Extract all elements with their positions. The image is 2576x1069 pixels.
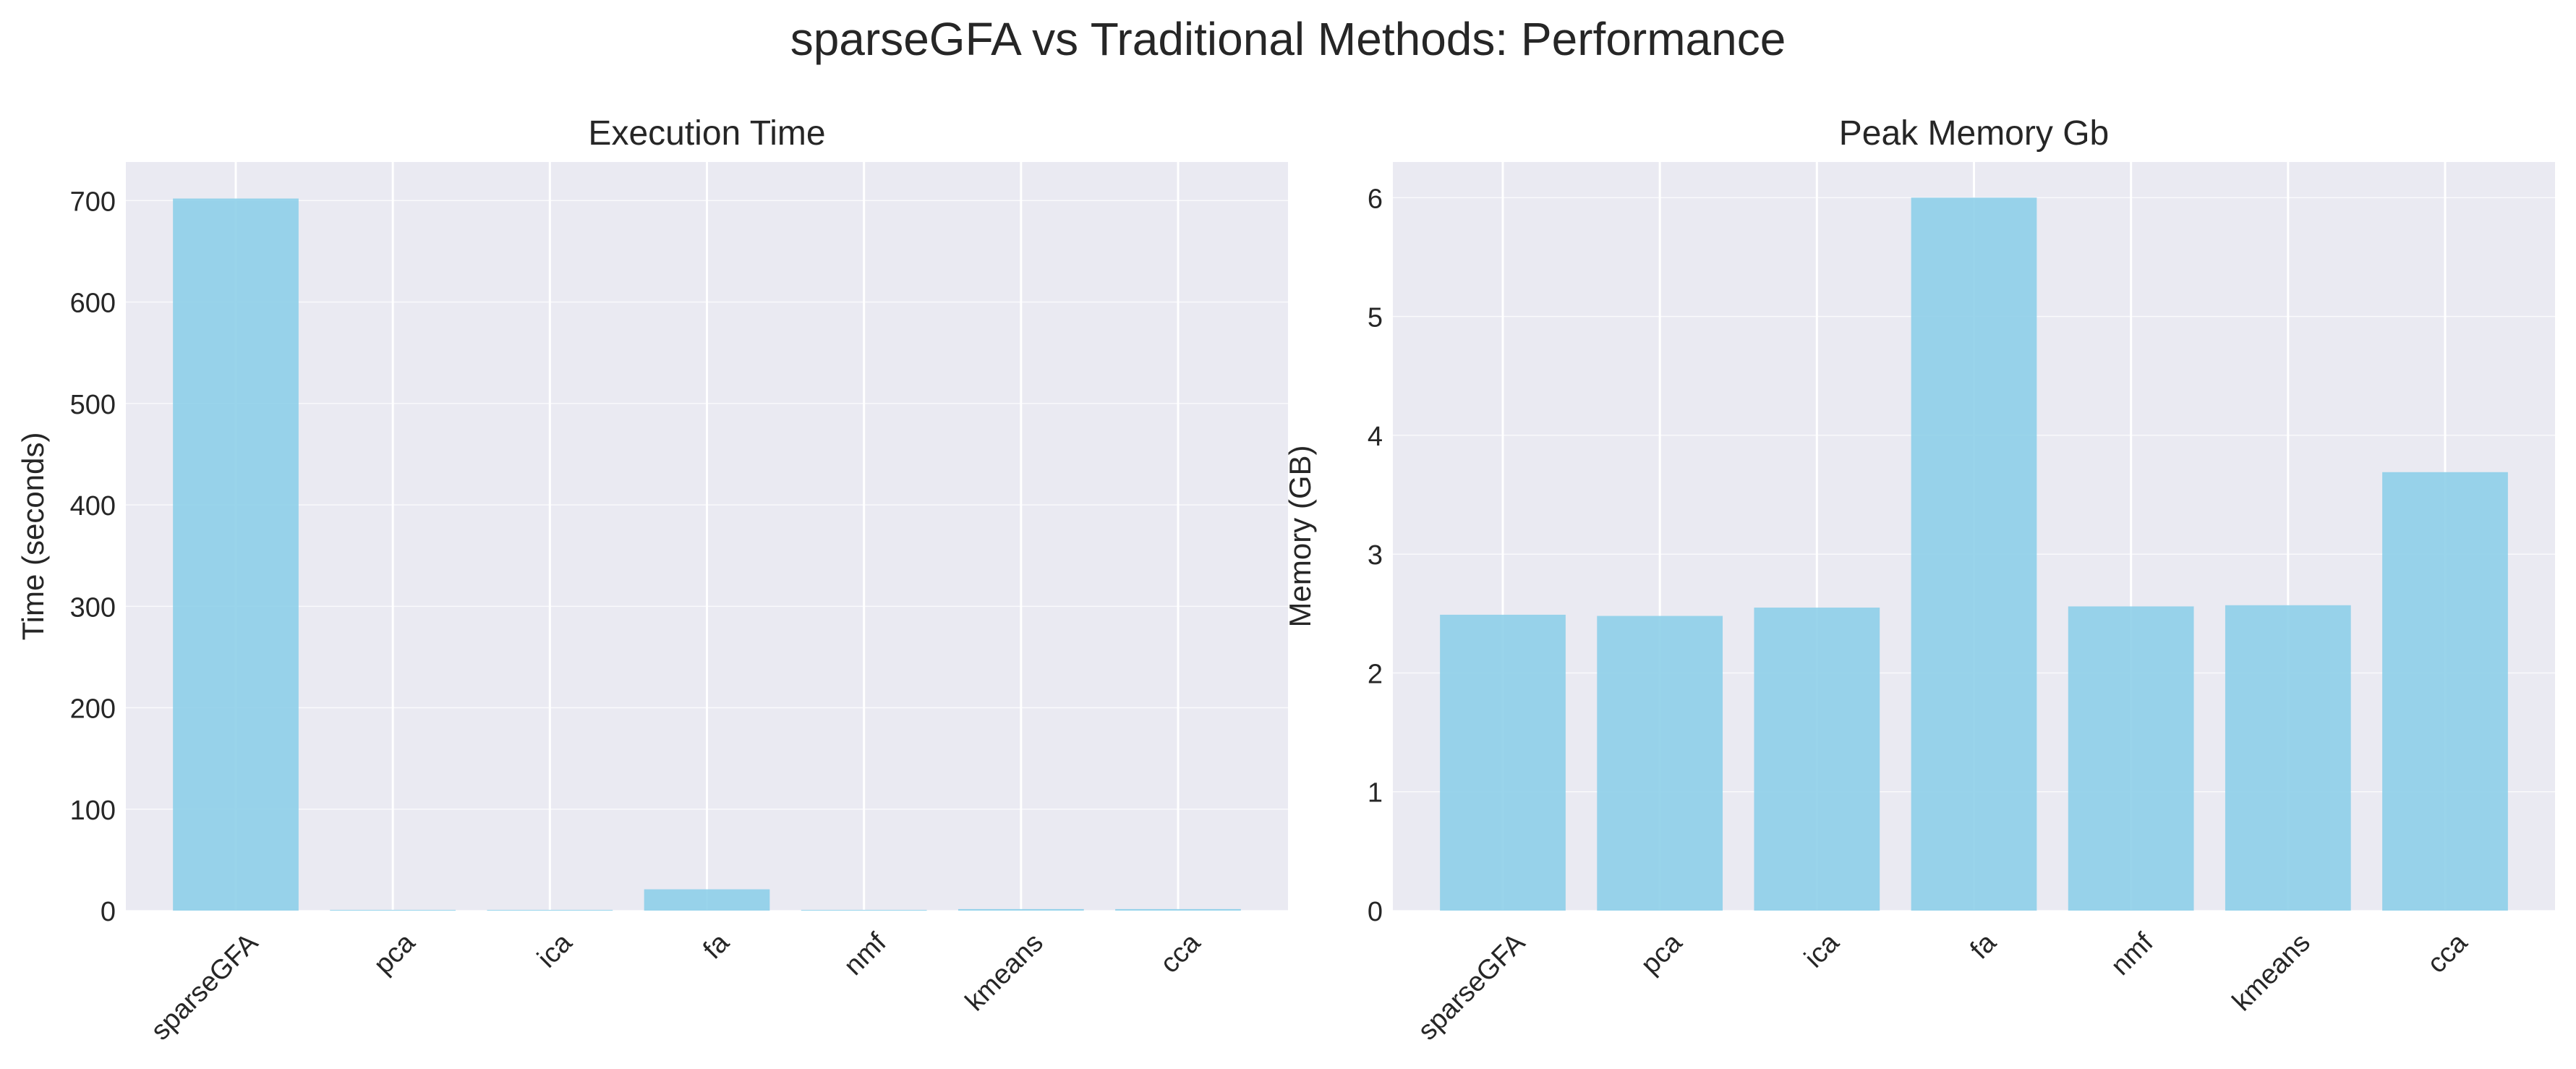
y-tick-label: 500 — [70, 390, 116, 420]
x-tick-label: nmf — [838, 927, 892, 981]
x-tick-label: sparseGFA — [1412, 927, 1532, 1047]
y-tick-label: 200 — [70, 694, 116, 725]
y-tick-label: 100 — [70, 796, 116, 826]
y-tick-label: 0 — [101, 897, 116, 927]
x-tick-label: sparseGFA — [145, 927, 265, 1047]
bar-sparseGFA — [1440, 614, 1566, 911]
figure-title: sparseGFA vs Traditional Methods: Perfor… — [790, 13, 1786, 65]
x-tick-label: cca — [1155, 927, 1207, 979]
bar-fa — [1911, 197, 2037, 911]
bar-sparseGFA — [173, 198, 299, 911]
x-tick-label: fa — [697, 927, 735, 966]
bar-pca — [1597, 616, 1723, 911]
x-tick-label: ica — [532, 927, 579, 974]
bar-pca — [330, 910, 456, 911]
y-tick-label: 5 — [1368, 303, 1383, 333]
y-tick-label: 600 — [70, 289, 116, 319]
bar-ica — [1754, 608, 1880, 911]
y-tick-label: 3 — [1368, 540, 1383, 571]
y-tick-label: 0 — [1368, 897, 1383, 927]
bar-fa — [644, 889, 770, 911]
bar-cca — [2382, 472, 2508, 911]
bar-nmf — [801, 910, 927, 911]
bar-ica — [487, 910, 613, 911]
y-axis-label: Time (seconds) — [16, 433, 50, 641]
bar-cca — [1115, 908, 1241, 911]
y-tick-label: 700 — [70, 187, 116, 217]
y-tick-label: 400 — [70, 491, 116, 521]
bar-kmeans — [958, 908, 1084, 911]
y-axis-label: Memory (GB) — [1283, 446, 1317, 628]
panel-title: Peak Memory Gb — [1839, 114, 2109, 153]
x-tick-label: fa — [1964, 927, 2003, 966]
x-tick-label: cca — [2422, 927, 2474, 979]
y-tick-label: 1 — [1368, 778, 1383, 809]
y-tick-label: 4 — [1368, 422, 1383, 452]
x-tick-label: pca — [1635, 927, 1689, 981]
bar-nmf — [2068, 606, 2194, 911]
x-tick-label: nmf — [2105, 927, 2159, 981]
x-tick-label: kmeans — [960, 927, 1049, 1017]
peak-memory-panel: 0 1 2 3 4 5 6 sparseGFA pca ica fa nmf kmeans cca Peak… — [1283, 114, 2555, 1046]
x-tick-label: pca — [368, 927, 422, 981]
x-tick-label: ica — [1799, 927, 1846, 974]
x-tick-label: kmeans — [2227, 927, 2316, 1017]
y-tick-label: 6 — [1368, 184, 1383, 214]
y-tick-label: 2 — [1368, 659, 1383, 689]
execution-time-panel: 0 100 200 300 400 500 600 700 sparseGFA pca ica fa n… — [16, 114, 1288, 1046]
y-tick-label: 300 — [70, 592, 116, 623]
bar-kmeans — [2225, 605, 2351, 911]
panel-title: Execution Time — [588, 114, 825, 153]
